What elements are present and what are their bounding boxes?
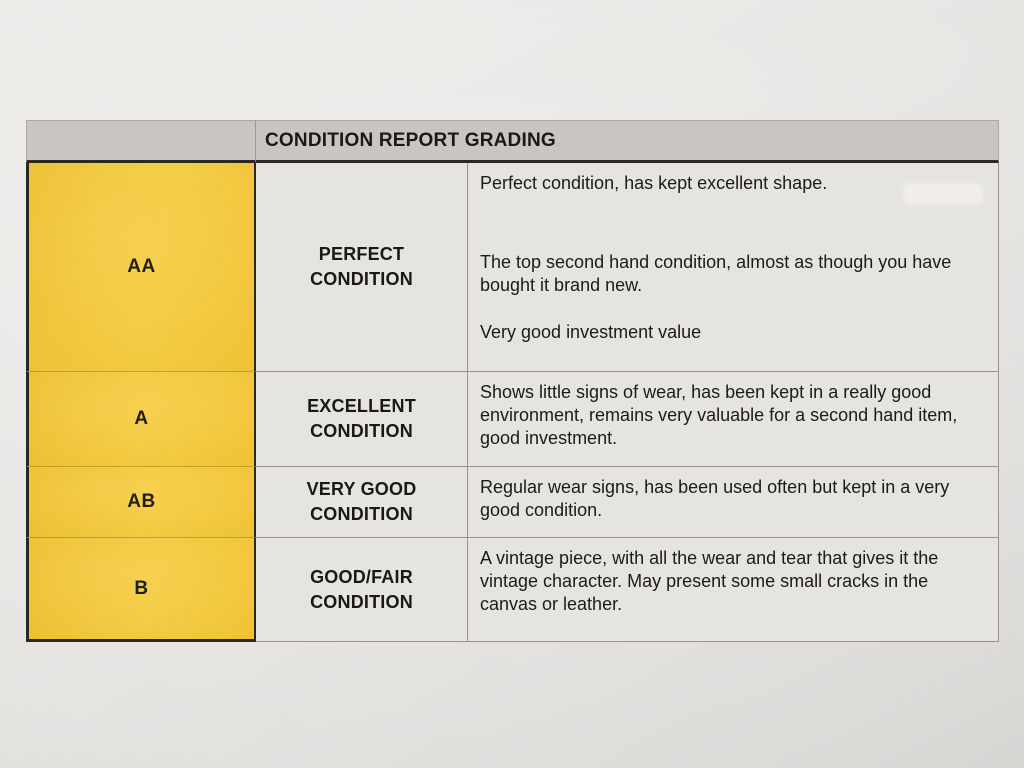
header-spacer-cell [26,120,256,163]
grade-cell-ab: AB [26,467,256,538]
grade-label: AA [127,256,156,277]
condition-name-cell: VERY GOOD CONDITION [256,467,468,538]
condition-name-line: CONDITION [310,504,413,524]
condition-name-line: EXCELLENT [307,396,416,416]
description-paragraph: Shows little signs of wear, has been kep… [480,382,958,448]
description-paragraph: The top second hand condition, almost as… [480,252,952,295]
description-paragraph: Perfect condition, has kept excellent sh… [480,173,828,193]
grade-label: A [134,408,149,429]
description-paragraph: Regular wear signs, has been used often … [480,477,950,520]
condition-name-cell: EXCELLENT CONDITION [256,372,468,467]
condition-name-line: GOOD/FAIR [310,566,413,587]
description-paragraph: A vintage piece, with all the wear and t… [480,548,939,614]
condition-name-line: CONDITION [310,591,413,612]
condition-name-line: PERFECT [318,244,405,264]
description-cell: A vintage piece, with all the wear and t… [468,538,999,642]
condition-name-line: CONDITION [310,421,413,441]
description-paragraph: Very good investment value [480,322,702,342]
condition-name-line: CONDITION [310,269,413,289]
table-title: CONDITION REPORT GRADING [256,120,999,163]
grade-cell-a: A [26,372,256,467]
grade-cell-b: B [26,538,256,642]
grade-label: AB [127,491,156,512]
condition-name-cell: PERFECT CONDITION [256,163,468,372]
condition-name-line: VERY GOOD [306,479,417,499]
condition-grading-table: CONDITION REPORT GRADING AA PERFECT COND… [26,120,999,642]
grade-label: B [134,577,149,599]
condition-name-cell: GOOD/FAIR CONDITION [256,538,468,642]
whiteout-smudge [903,183,983,205]
grade-cell-aa: AA [26,163,256,372]
description-cell: Shows little signs of wear, has been kep… [468,372,999,467]
description-cell: Regular wear signs, has been used often … [468,467,999,538]
